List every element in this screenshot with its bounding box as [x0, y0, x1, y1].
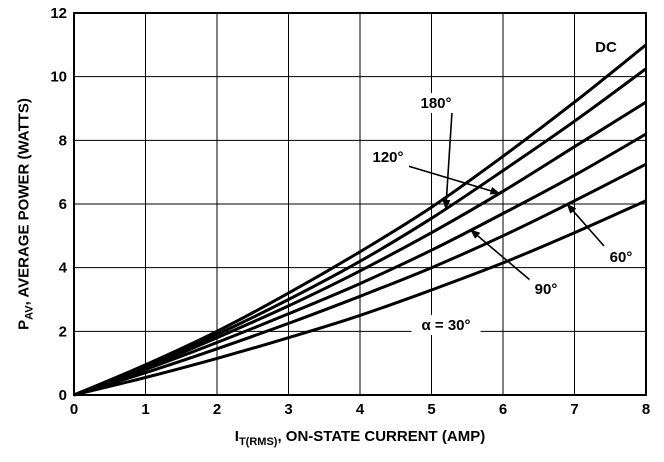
x-tick-label-5: 5	[427, 401, 435, 418]
y-tick-label-8: 8	[59, 132, 67, 149]
x-tick-label-3: 3	[284, 401, 292, 418]
annotation-bg-30	[411, 315, 481, 335]
y-tick-label-2: 2	[59, 323, 67, 340]
annotation-arrow-180	[442, 111, 453, 210]
series-line-120	[73, 100, 647, 397]
y-tick-label-10: 10	[50, 69, 67, 86]
annotation-bg-90	[529, 279, 563, 299]
annotation-label-120: 120°	[372, 149, 403, 166]
series-line-60	[73, 162, 647, 397]
annotation-bg-180	[415, 93, 457, 113]
annotation-label-60: 60°	[610, 249, 633, 266]
annotation-layer: DC 180° 120° 90° 60° α = 30°	[367, 37, 638, 335]
x-tick-label-2: 2	[213, 401, 221, 418]
annotation-label-dc: DC	[595, 39, 617, 56]
x-axis-label: IT(RMS), ON-STATE CURRENT (AMP)	[234, 428, 486, 448]
series-line-dc	[73, 43, 647, 397]
annotation-bg-60	[604, 247, 638, 267]
annotation-bg-dc	[594, 37, 618, 57]
annotation-arrow-90	[470, 229, 531, 281]
plot-frame	[73, 12, 647, 396]
y-tick-label-4: 4	[59, 260, 68, 277]
series-line-180	[73, 67, 647, 397]
annotation-arrow-120	[407, 165, 501, 195]
y-tick-label-6: 6	[59, 196, 67, 213]
annotation-label-30: α = 30°	[422, 317, 471, 334]
x-tick-label-6: 6	[499, 401, 507, 418]
y-tick-label-0: 0	[59, 387, 67, 404]
annotation-label-90: 90°	[535, 281, 558, 298]
series-line-30	[73, 199, 647, 397]
x-tick-label-0: 0	[70, 401, 78, 418]
x-tick-label-1: 1	[141, 401, 149, 418]
x-tick-label-7: 7	[570, 401, 578, 418]
annotation-arrow-60	[566, 203, 605, 247]
grid-lines	[73, 12, 647, 396]
y-tick-label-12: 12	[50, 5, 67, 22]
series-line-90	[73, 132, 647, 397]
annotation-bg-120	[367, 147, 409, 167]
series-layer	[73, 43, 647, 397]
x-tick-label-8: 8	[642, 401, 650, 418]
x-tick-label-4: 4	[356, 401, 365, 418]
annotation-label-180: 180°	[420, 95, 451, 112]
